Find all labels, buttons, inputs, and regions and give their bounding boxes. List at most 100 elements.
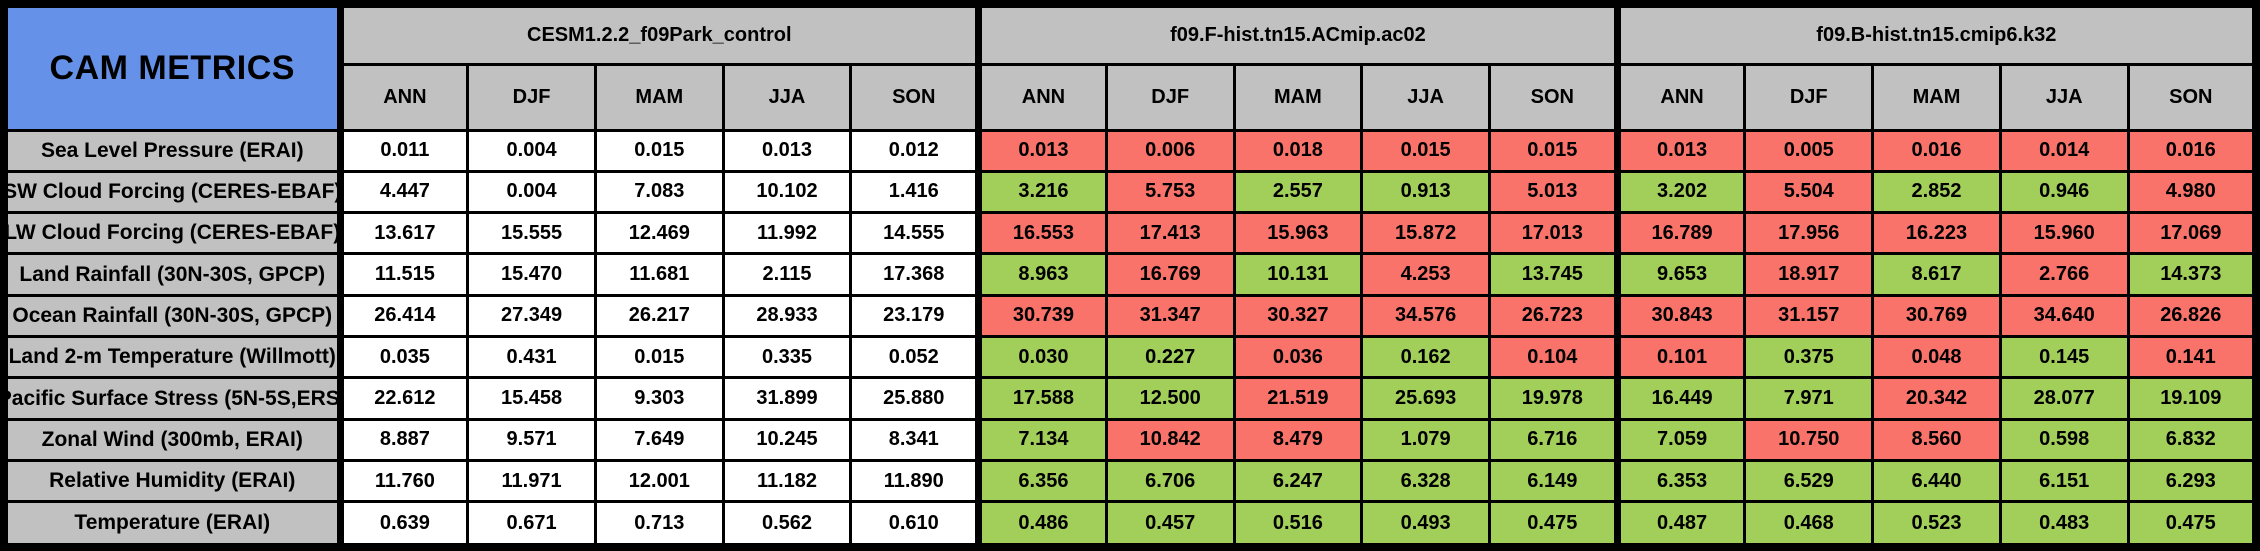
value-cell: 17.413 xyxy=(1104,211,1236,256)
value-cell: 6.149 xyxy=(1487,458,1619,504)
value-cell: 6.529 xyxy=(1743,458,1875,504)
value-cell: 10.750 xyxy=(1743,417,1875,463)
value-cell: 0.035 xyxy=(336,335,470,380)
value-cell: 0.639 xyxy=(336,500,470,549)
value-cell: 0.468 xyxy=(1743,500,1875,549)
value-cell: 8.479 xyxy=(1232,417,1364,463)
row-label-text: Sea Level Pressure (ERAI) xyxy=(40,138,304,162)
value-cell: 1.079 xyxy=(1360,417,1491,463)
value-cell: 0.562 xyxy=(721,500,853,549)
value-cell: 12.001 xyxy=(593,458,725,504)
value-cell: 2.852 xyxy=(1871,169,2002,215)
value-cell: 23.179 xyxy=(849,293,981,339)
value-cell: 14.555 xyxy=(849,211,981,256)
season-header: DJF xyxy=(466,62,597,132)
value-cell: 6.706 xyxy=(1104,458,1236,504)
value-cell: 6.440 xyxy=(1871,458,2002,504)
value-cell: 0.375 xyxy=(1743,335,1875,380)
value-cell: 0.036 xyxy=(1232,335,1364,380)
value-cell: 0.913 xyxy=(1360,169,1491,215)
row-label: Pacific Surface Stress (5N-5S,ERS) xyxy=(2,376,342,421)
value-cell: 2.557 xyxy=(1232,169,1364,215)
value-cell: 0.101 xyxy=(1613,335,1747,380)
value-cell: 3.216 xyxy=(975,169,1108,215)
value-cell: 0.016 xyxy=(1871,128,2002,173)
value-cell: 13.745 xyxy=(1487,252,1619,297)
value-cell: 12.500 xyxy=(1104,376,1236,421)
value-cell: 2.766 xyxy=(1998,252,2130,297)
season-header: JJA xyxy=(1360,62,1491,132)
value-cell: 0.004 xyxy=(466,169,597,215)
value-cell: 18.917 xyxy=(1743,252,1875,297)
value-cell: 11.971 xyxy=(466,458,597,504)
value-cell: 17.588 xyxy=(975,376,1108,421)
value-cell: 31.157 xyxy=(1743,293,1875,339)
metric-row: Temperature (ERAI) 0.639 0.671 0.713 0.562 0.… xyxy=(2,500,2258,549)
value-cell: 6.716 xyxy=(1487,417,1619,463)
value-cell: 25.880 xyxy=(849,376,981,421)
group-header-row: CAM METRICS CESM1.2.2_f09Park_control f0… xyxy=(2,2,2258,132)
value-cell: 6.151 xyxy=(1998,458,2130,504)
value-cell: 0.713 xyxy=(593,500,725,549)
value-cell: 3.202 xyxy=(1613,169,1747,215)
row-label: Temperature (ERAI) xyxy=(2,500,342,549)
value-cell: 15.458 xyxy=(466,376,597,421)
season-header: SON xyxy=(2126,62,2258,132)
value-cell: 30.769 xyxy=(1871,293,2002,339)
row-label: Sea Level Pressure (ERAI) xyxy=(2,128,342,173)
row-label-text: Pacific Surface Stress (5N-5S,ERS) xyxy=(8,386,337,410)
metric-row: Land 2-m Temperature (Willmott) 0.035 0.43… xyxy=(2,335,2258,380)
value-cell: 20.342 xyxy=(1871,376,2002,421)
value-cell: 4.447 xyxy=(336,169,470,215)
value-cell: 16.449 xyxy=(1613,376,1747,421)
row-label: Land 2-m Temperature (Willmott) xyxy=(2,335,342,380)
value-cell: 11.182 xyxy=(721,458,853,504)
value-cell: 0.011 xyxy=(336,128,470,173)
value-cell: 0.493 xyxy=(1360,500,1491,549)
value-cell: 7.083 xyxy=(593,169,725,215)
value-cell: 0.052 xyxy=(849,335,981,380)
value-cell: 12.469 xyxy=(593,211,725,256)
season-header: MAM xyxy=(593,62,725,132)
value-cell: 0.018 xyxy=(1232,128,1364,173)
value-cell: 8.963 xyxy=(975,252,1108,297)
value-cell: 31.347 xyxy=(1104,293,1236,339)
value-cell: 0.015 xyxy=(593,128,725,173)
value-cell: 5.013 xyxy=(1487,169,1619,215)
value-cell: 0.335 xyxy=(721,335,853,380)
value-cell: 1.416 xyxy=(849,169,981,215)
value-cell: 8.887 xyxy=(336,417,470,463)
value-cell: 0.004 xyxy=(466,128,597,173)
value-cell: 0.610 xyxy=(849,500,981,549)
value-cell: 0.030 xyxy=(975,335,1108,380)
row-label: Zonal Wind (300mb, ERAI) xyxy=(2,417,342,463)
value-cell: 0.487 xyxy=(1613,500,1747,549)
value-cell: 7.971 xyxy=(1743,376,1875,421)
value-cell: 5.753 xyxy=(1104,169,1236,215)
value-cell: 13.617 xyxy=(336,211,470,256)
value-cell: 0.048 xyxy=(1871,335,2002,380)
value-cell: 17.368 xyxy=(849,252,981,297)
value-cell: 17.956 xyxy=(1743,211,1875,256)
value-cell: 0.475 xyxy=(2126,500,2258,549)
row-label-text: Land Rainfall (30N-30S, GPCP) xyxy=(19,262,326,286)
row-label: Relative Humidity (ERAI) xyxy=(2,458,342,504)
value-cell: 28.077 xyxy=(1998,376,2130,421)
value-cell: 0.431 xyxy=(466,335,597,380)
value-cell: 15.960 xyxy=(1998,211,2130,256)
value-cell: 30.739 xyxy=(975,293,1108,339)
value-cell: 0.227 xyxy=(1104,335,1236,380)
value-cell: 16.789 xyxy=(1613,211,1747,256)
value-cell: 11.890 xyxy=(849,458,981,504)
group-header-acmip: f09.F-hist.tn15.ACmip.ac02 xyxy=(975,2,1619,66)
value-cell: 15.963 xyxy=(1232,211,1364,256)
row-label-text: LW Cloud Forcing (CERES-EBAF) xyxy=(8,221,337,245)
value-cell: 31.899 xyxy=(721,376,853,421)
metric-row: Sea Level Pressure (ERAI) 0.011 0.004 0.015… xyxy=(2,128,2258,173)
value-cell: 11.515 xyxy=(336,252,470,297)
season-header: JJA xyxy=(1998,62,2130,132)
row-label-text: SW Cloud Forcing (CERES-EBAF) xyxy=(8,179,337,203)
season-header: MAM xyxy=(1871,62,2002,132)
metric-row: SW Cloud Forcing (CERES-EBAF) 4.447 0.004 7… xyxy=(2,169,2258,215)
row-label: LW Cloud Forcing (CERES-EBAF) xyxy=(2,211,342,256)
